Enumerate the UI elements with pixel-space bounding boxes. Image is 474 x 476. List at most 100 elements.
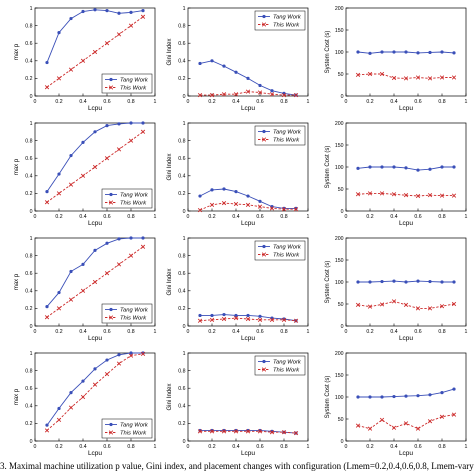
data-point-this: [281, 317, 287, 322]
data-point-this: [403, 302, 409, 307]
data-point-this: [367, 426, 373, 431]
legend-marker-this: [108, 200, 114, 205]
x-axis-label: Lcpu: [399, 335, 413, 342]
data-point-this: [56, 76, 62, 81]
data-point-tang: [45, 190, 49, 194]
y-tick-label: 0.4: [178, 174, 185, 180]
data-point-this: [403, 421, 409, 426]
legend-marker-tang: [262, 359, 266, 364]
data-point-this: [233, 201, 239, 207]
y-tick-label: 0.6: [25, 386, 32, 392]
data-point-tang: [93, 130, 97, 134]
y-tick-label: 0: [341, 439, 344, 445]
x-tick-label: 0.4: [232, 214, 239, 220]
y-axis-label: Gini Index: [167, 153, 173, 180]
chart-1-1: 0 0.2 0.4 0.6 0.8 1 0 0.2 0.4 0.6 0.8 1 Lcpu Gini Ind…: [167, 121, 310, 227]
x-axis-label: Lcpu: [399, 105, 413, 112]
data-point-this: [355, 192, 361, 197]
x-tick-label: 0.8: [438, 99, 445, 105]
legend-marker-tang: [109, 307, 113, 312]
y-tick-label: 0.8: [25, 253, 32, 259]
x-tick-label: 1: [307, 444, 310, 450]
x-axis-label: Lcpu: [399, 220, 413, 227]
legend-marker-tang: [109, 422, 113, 427]
y-tick-label: 1: [30, 121, 33, 127]
y-tick-label: 0.4: [25, 404, 32, 410]
data-point-this: [281, 430, 287, 435]
legend-label-tang: Tang Work: [120, 193, 149, 199]
data-point-tang: [356, 50, 360, 54]
x-tick-label: 0.8: [280, 99, 287, 105]
data-point-tang: [452, 387, 456, 391]
y-tick-label: 50: [338, 417, 344, 423]
data-point-tang: [452, 165, 456, 169]
data-point-this: [391, 425, 397, 430]
x-tick-label: 0.4: [79, 329, 86, 335]
x-tick-label: 1: [307, 329, 310, 335]
data-point-this: [379, 71, 385, 77]
x-tick-label: 0.8: [280, 214, 287, 220]
x-axis-label: Lcpu: [241, 220, 255, 227]
data-point-tang: [57, 290, 61, 295]
data-point-tang: [81, 262, 85, 266]
data-point-tang: [234, 313, 238, 318]
series-line-this: [357, 414, 455, 430]
x-tick-label: 0.6: [256, 329, 263, 335]
legend-box: [101, 188, 153, 209]
data-point-this: [209, 93, 215, 98]
data-point-tang: [404, 394, 408, 398]
y-tick-label: 0: [183, 439, 186, 445]
data-point-tang: [210, 59, 214, 63]
y-tick-label: 0.6: [178, 386, 185, 392]
x-tick-label: 0.6: [414, 99, 421, 105]
data-point-tang: [45, 60, 49, 65]
y-tick-label: 150: [335, 258, 344, 264]
data-point-tang: [210, 313, 214, 318]
x-tick-label: 0.2: [55, 214, 62, 220]
data-point-tang: [141, 236, 145, 240]
x-axis-label: Lcpu: [88, 450, 102, 457]
data-point-this: [439, 75, 445, 80]
data-point-this: [68, 405, 74, 410]
data-point-tang: [428, 279, 432, 284]
data-point-tang: [428, 167, 432, 171]
x-tick-label: 0.8: [280, 444, 287, 450]
chart-3-2: 0 0.2 0.4 0.6 0.8 1 0 50 100 150 200 Lcpu System Cos…: [325, 351, 468, 457]
x-tick-label: 0.4: [232, 444, 239, 450]
data-point-tang: [105, 358, 109, 362]
data-point-tang: [222, 64, 226, 68]
data-point-tang: [392, 50, 396, 54]
y-tick-label: 200: [335, 236, 344, 242]
data-point-this: [415, 193, 421, 199]
y-tick-label: 0.4: [25, 174, 32, 180]
data-point-tang: [258, 83, 262, 88]
data-point-this: [391, 192, 397, 197]
data-point-this: [451, 301, 457, 307]
data-point-this: [116, 147, 122, 152]
series-line-tang: [46, 237, 143, 307]
data-point-this: [257, 429, 263, 434]
x-tick-label: 0.6: [256, 214, 263, 220]
series-line-tang: [46, 9, 144, 63]
legend-box: [101, 303, 153, 324]
y-tick-label: 0.2: [25, 306, 32, 312]
data-point-tang: [117, 122, 121, 126]
y-tick-label: 50: [338, 72, 344, 78]
chart-1-2: 0 0.2 0.4 0.6 0.8 1 0 50 100 150 200 Lcpu System Cos…: [325, 121, 468, 227]
x-tick-label: 0: [187, 99, 190, 105]
x-tick-label: 0: [345, 214, 348, 220]
data-point-this: [355, 302, 361, 307]
data-point-tang: [246, 313, 250, 318]
data-point-tang: [69, 153, 73, 158]
chart-3-0: 0 0.2 0.4 0.6 0.8 1 0 0.2 0.4 0.6 0.8 1 Lcpu max p Tan…: [14, 351, 157, 457]
data-point-tang: [117, 11, 121, 15]
y-tick-label: 0.6: [178, 156, 185, 162]
data-point-tang: [380, 279, 384, 284]
data-point-this: [233, 315, 239, 321]
legend-label-tang: Tang Work: [273, 360, 302, 366]
data-point-this: [257, 90, 263, 95]
y-tick-label: 200: [335, 121, 344, 127]
y-tick-label: 0.8: [178, 253, 185, 259]
legend-label-this: This Work: [120, 86, 147, 92]
data-point-this: [391, 75, 397, 81]
